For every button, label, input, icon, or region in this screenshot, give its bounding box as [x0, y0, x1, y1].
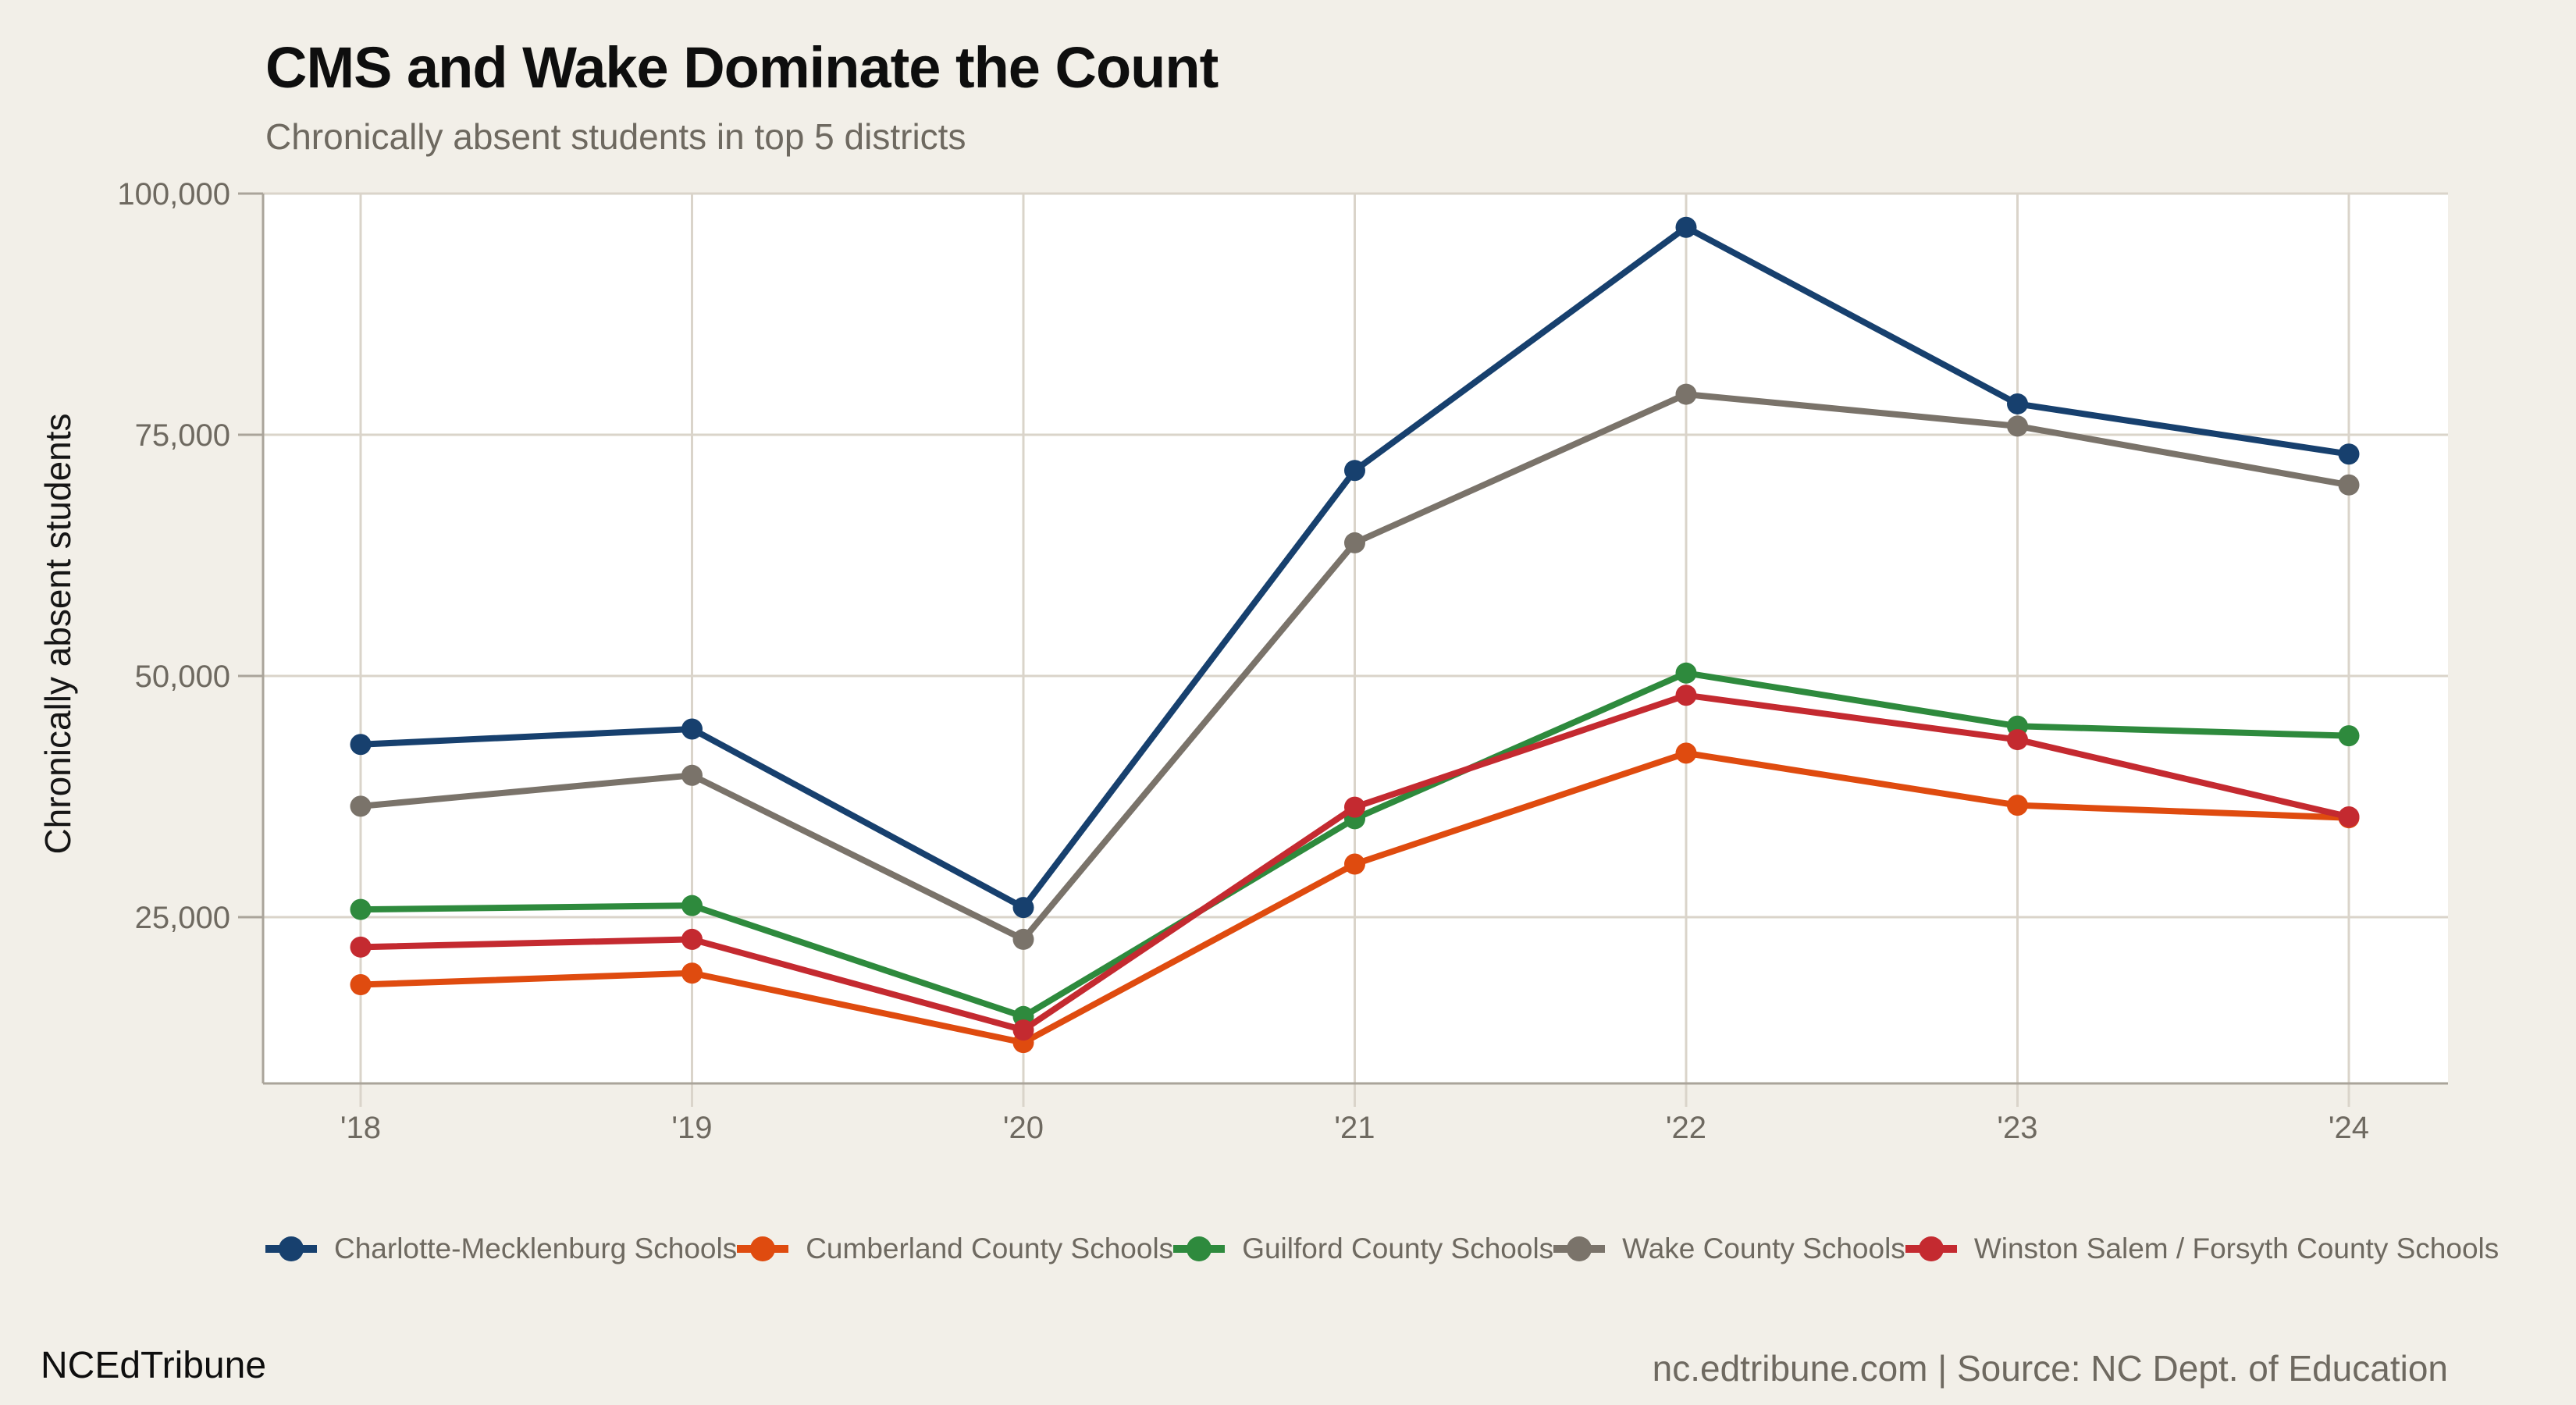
- data-point: [1012, 1019, 1034, 1041]
- y-axis-title: Chronically absent students: [37, 413, 78, 855]
- chart-title: CMS and Wake Dominate the Count: [265, 35, 1219, 100]
- legend-label: Guilford County Schools: [1242, 1232, 1554, 1264]
- legend-item: Cumberland County Schools: [737, 1232, 1173, 1265]
- data-point: [1344, 532, 1365, 553]
- data-point: [681, 962, 703, 984]
- legend-item: Guilford County Schools: [1173, 1232, 1553, 1265]
- data-point: [1344, 853, 1365, 875]
- legend-label: Winston Salem / Forsyth County Schools: [1973, 1232, 2500, 1264]
- legend-marker-icon: [1553, 1236, 1606, 1261]
- legend-item: Charlotte-Mecklenburg Schools: [265, 1232, 737, 1265]
- x-tick-label: '24: [2329, 1111, 2369, 1145]
- footer-source: nc.edtribune.com | Source: NC Dept. of E…: [1652, 1348, 2448, 1389]
- data-point: [350, 795, 372, 817]
- data-point: [1344, 460, 1365, 482]
- data-point: [2007, 415, 2028, 437]
- chart-legend: Charlotte-Mecklenburg Schools Cumberland …: [265, 1222, 2499, 1275]
- data-point: [1675, 383, 1697, 405]
- legend-item: Wake County Schools: [1553, 1232, 1905, 1265]
- data-point: [1675, 685, 1697, 706]
- data-point: [2007, 729, 2028, 751]
- y-tick-label: 75,000: [135, 418, 230, 453]
- data-point: [681, 718, 703, 740]
- data-point: [2007, 795, 2028, 816]
- data-point: [1675, 216, 1697, 238]
- data-point: [1012, 897, 1034, 919]
- footer-brand: NCEdTribune: [41, 1345, 267, 1386]
- x-tick-label: '22: [1666, 1111, 1706, 1145]
- data-point: [350, 734, 372, 756]
- data-point: [1675, 662, 1697, 684]
- data-point: [2338, 474, 2360, 496]
- data-point: [2338, 806, 2360, 827]
- data-point: [350, 936, 372, 958]
- x-tick-label: '20: [1003, 1111, 1044, 1145]
- legend-marker-icon: [265, 1236, 317, 1261]
- data-point: [350, 898, 372, 920]
- data-point: [1012, 928, 1034, 950]
- data-point: [1675, 742, 1697, 764]
- legend-label: Cumberland County Schools: [806, 1232, 1174, 1264]
- data-point: [681, 764, 703, 786]
- data-point: [2007, 393, 2028, 414]
- x-tick-label: '21: [1334, 1111, 1375, 1145]
- x-tick-label: '23: [1997, 1111, 2037, 1145]
- x-tick-label: '18: [340, 1111, 381, 1145]
- legend-marker-icon: [737, 1236, 789, 1261]
- legend-marker-icon: [1905, 1236, 1957, 1261]
- x-tick-label: '19: [671, 1111, 712, 1145]
- y-tick-label: 100,000: [117, 177, 230, 212]
- legend-marker-icon: [1173, 1236, 1226, 1261]
- chart-subtitle: Chronically absent students in top 5 dis…: [265, 116, 966, 157]
- data-point: [681, 895, 703, 916]
- data-point: [350, 974, 372, 996]
- data-point: [681, 928, 703, 950]
- y-tick-label: 25,000: [135, 901, 230, 935]
- data-point: [2338, 725, 2360, 747]
- data-point: [1344, 796, 1365, 818]
- legend-label: Wake County Schools: [1622, 1232, 1905, 1264]
- legend-label: Charlotte-Mecklenburg Schools: [334, 1232, 738, 1264]
- legend-item: Winston Salem / Forsyth County Schools: [1905, 1232, 2499, 1265]
- data-point: [2338, 443, 2360, 465]
- y-tick-label: 50,000: [135, 660, 230, 694]
